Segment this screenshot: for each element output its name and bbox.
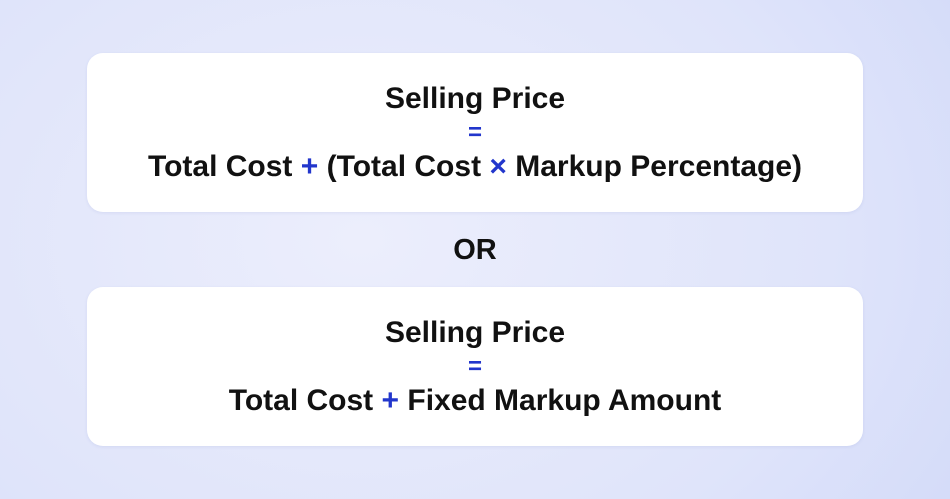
formula-card-fixed-markup: Selling Price = Total Cost + Fixed Marku… — [87, 287, 863, 446]
formula-expression: Total Cost + Fixed Markup Amount — [229, 382, 722, 420]
formula-result-label: Selling Price — [384, 81, 566, 115]
operator-symbol: + — [300, 149, 319, 183]
operator-symbol: × — [489, 149, 507, 183]
operand-text: Total Cost — [228, 383, 382, 417]
formula-card-percentage-markup: Selling Price = Total Cost + (Total Cost… — [87, 53, 863, 212]
formula-result-label: Selling Price — [384, 315, 566, 349]
equals-sign: = — [467, 352, 482, 380]
operand-text: Markup Percentage) — [506, 149, 803, 183]
operator-symbol: + — [381, 383, 400, 417]
or-divider-label: OR — [453, 234, 497, 266]
equals-sign: = — [467, 118, 482, 146]
operand-text: Fixed Markup Amount — [399, 383, 722, 417]
formula-expression: Total Cost + (Total Cost × Markup Percen… — [148, 148, 802, 186]
operand-text: Total Cost — [147, 149, 301, 183]
operand-text: (Total Cost — [318, 149, 490, 183]
